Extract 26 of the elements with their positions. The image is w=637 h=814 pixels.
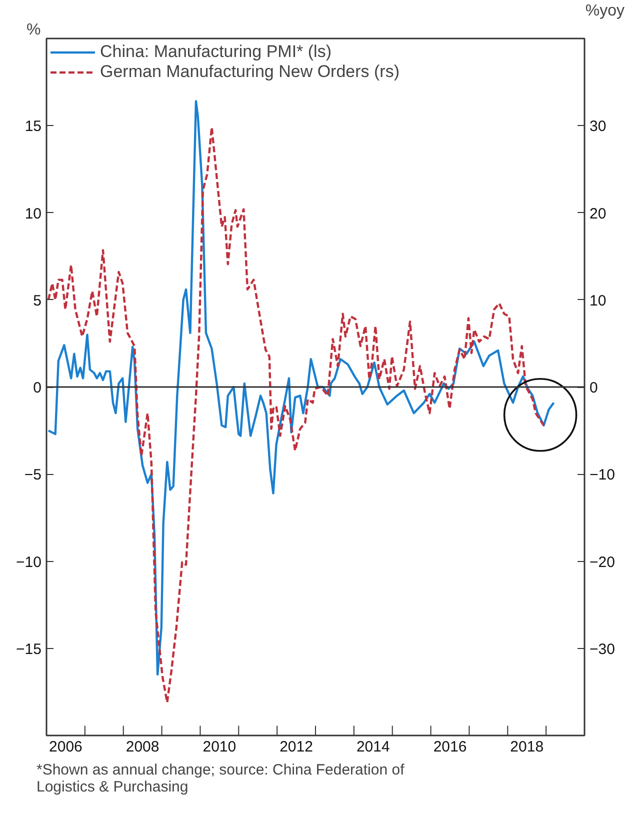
y2-tick-label: 20 (590, 205, 606, 222)
x-tick-label: 2012 (280, 738, 313, 756)
y-tick-label: 10 (24, 205, 42, 222)
x-tick-label: 2016 (433, 738, 467, 756)
text: *Shown as annual change; source: China Federation of Logistics & Purchasing (36, 762, 406, 796)
y-tick-label: −10 (16, 554, 42, 571)
y2-tick-label: −10 (590, 466, 615, 484)
y2-axis-title: %yoy (585, 2, 624, 20)
y2-tick-label: −30 (590, 640, 615, 658)
x-tick-label: 2008 (126, 738, 160, 756)
x-tick-label: 2018 (510, 738, 544, 756)
legend-label: German Manufacturing New Orders (rs) (100, 62, 400, 82)
y-tick-label: 15 (24, 118, 42, 136)
y-tick-label: 0 (33, 380, 42, 396)
y-axis-title: % (26, 22, 41, 38)
legend-label: China: Manufacturing PMI* (ls) (100, 42, 332, 62)
y2-tick-label: 0 (590, 380, 598, 396)
x-tick-label: 2014 (356, 738, 390, 756)
y-tick-label: 5 (33, 292, 42, 310)
x-tick-label: 2010 (202, 738, 236, 756)
y2-tick-label: 30 (590, 118, 606, 136)
x-tick-label: 2006 (49, 738, 82, 756)
y2-tick-label: −20 (590, 554, 615, 571)
y-tick-label: −5 (24, 466, 42, 484)
y2-tick-label: 10 (590, 292, 606, 310)
y-tick-label: −15 (16, 640, 42, 658)
